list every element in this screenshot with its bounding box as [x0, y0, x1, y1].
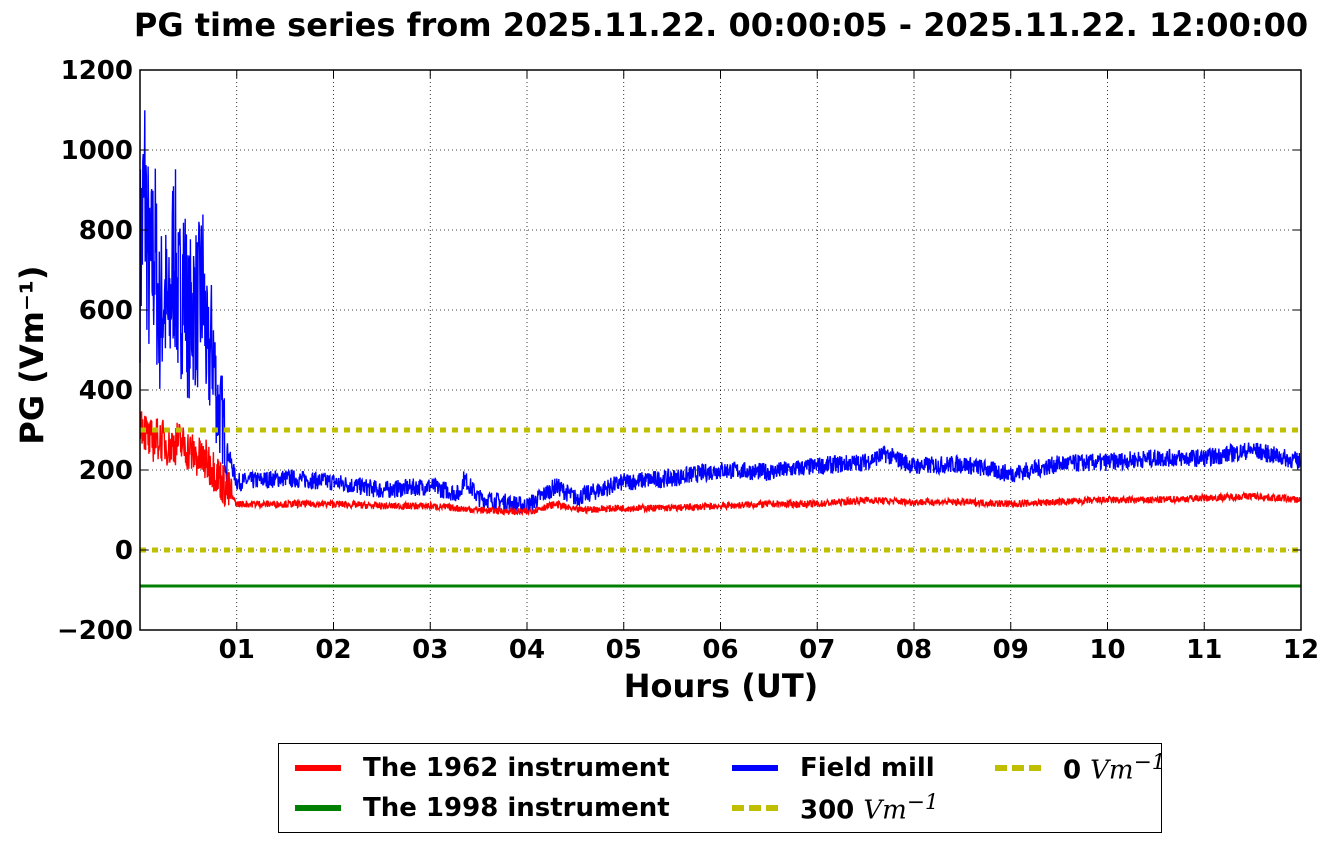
y-tick-label: 400 [79, 376, 133, 406]
y-tick-label: 200 [79, 456, 133, 486]
legend-item-three-hundred: 300 Vm−1 [732, 788, 939, 828]
x-tick-label: 10 [1089, 635, 1125, 665]
grid-lines [140, 70, 1301, 630]
y-tick-label: 0 [115, 536, 133, 566]
legend-swatch-zero [995, 765, 1041, 771]
legend-item-1962: The 1962 instrument [295, 748, 670, 788]
x-tick-label: 06 [702, 635, 738, 665]
series-line-field-mill [139, 110, 1301, 515]
x-tick-label: 09 [993, 635, 1029, 665]
y-tick-label: 1200 [61, 56, 133, 86]
series-line-1962 [139, 411, 1302, 517]
legend-label-three-hundred: 300 Vm−1 [800, 790, 939, 826]
x-tick-label: 12 [1283, 635, 1319, 665]
legend-label-zero: 0 Vm−1 [1063, 750, 1166, 786]
y-axis-ticks: 1200 1000 800 600 400 200 0 −200 [57, 56, 1301, 646]
y-tick-label: 800 [79, 216, 133, 246]
legend-item-field-mill: Field mill [732, 748, 935, 788]
y-tick-label: 1000 [61, 136, 133, 166]
legend-swatch-1962 [295, 765, 341, 771]
x-axis-ticks: 01 02 03 04 05 06 07 08 09 10 11 12 [219, 70, 1319, 665]
legend-swatch-three-hundred [732, 805, 778, 811]
chart-title: PG time series from 2025.11.22. 00:00:05… [134, 6, 1308, 44]
legend-label-1962: The 1962 instrument [363, 753, 670, 783]
x-tick-label: 03 [412, 635, 448, 665]
y-tick-label: −200 [57, 616, 133, 646]
legend-item-zero: 0 Vm−1 [995, 748, 1166, 788]
x-tick-label: 08 [896, 635, 932, 665]
y-axis-label: PG (Vm⁻¹) [13, 265, 51, 444]
x-tick-label: 05 [606, 635, 642, 665]
x-tick-label: 11 [1186, 635, 1222, 665]
legend-swatch-1998 [295, 805, 341, 811]
y-tick-label: 600 [79, 296, 133, 326]
x-tick-label: 02 [315, 635, 351, 665]
series-layer [139, 110, 1302, 588]
legend-item-1998: The 1998 instrument [295, 788, 670, 828]
x-tick-label: 01 [219, 635, 255, 665]
pg-time-series-chart: PG time series from 2025.11.22. 00:00:05… [13, 6, 1319, 705]
x-axis-label: Hours (UT) [624, 667, 819, 705]
legend-label-1998: The 1998 instrument [363, 793, 670, 823]
legend-label-field-mill: Field mill [800, 753, 935, 783]
legend-swatch-field-mill [732, 765, 778, 771]
chart-legend: The 1962 instrument Field mill 0 Vm−1 Th… [278, 743, 1166, 833]
x-tick-label: 07 [799, 635, 835, 665]
x-tick-label: 04 [509, 635, 545, 665]
